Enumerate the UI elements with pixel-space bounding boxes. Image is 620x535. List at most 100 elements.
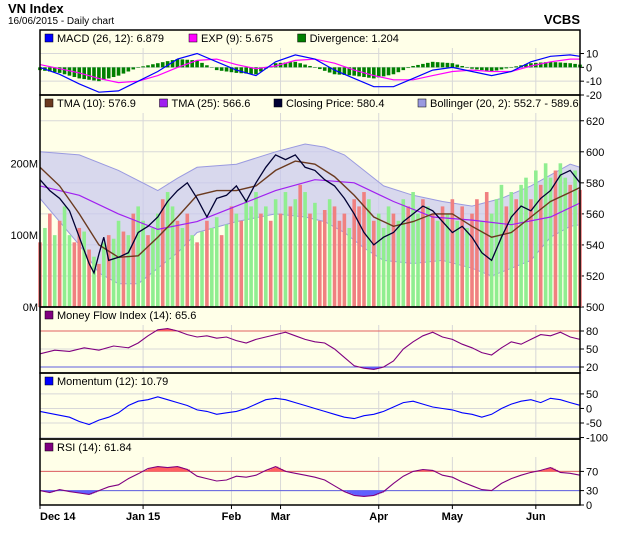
divergence-bar [568, 63, 572, 68]
volume-bar [529, 199, 533, 307]
divergence-bar [401, 67, 406, 71]
mfi-line [39, 328, 581, 370]
divergence-bar [151, 64, 155, 68]
ytick-label-momentum-3: -100 [586, 433, 608, 445]
rsi-oversold-fill [44, 490, 48, 492]
volume-bar [165, 192, 170, 307]
divergence-bar [48, 67, 52, 72]
rsi-oversold-fill [349, 490, 353, 494]
volume-bar [430, 213, 435, 307]
volume-bar [357, 206, 361, 307]
divergence-bar [318, 67, 322, 70]
rsi-overbought-fill [177, 466, 181, 472]
divergence-bar [224, 67, 229, 72]
rsi-oversold-fill [361, 490, 365, 497]
divergence-bar [97, 67, 101, 82]
volume-bar [568, 184, 572, 307]
legend-swatch-macd-2 [297, 33, 306, 43]
legend-label-macd-2: Divergence: 1.204 [310, 33, 399, 45]
divergence-bar [548, 61, 553, 68]
closing-price-line [39, 154, 581, 275]
volume-bar [308, 213, 312, 307]
divergence-bar [553, 62, 558, 68]
divergence-bar [386, 67, 391, 76]
mfi-overbought-fill [162, 329, 166, 331]
tma10-line [39, 160, 581, 259]
ytick-label-price-5: 520 [586, 271, 604, 283]
divergence-bar [52, 67, 57, 73]
xtick-label-2: Feb [222, 511, 242, 523]
volume-bar [141, 220, 145, 307]
rsi-overbought-fill [540, 470, 544, 472]
panel-bg-rsi [40, 439, 580, 505]
ytick-label-macd-2: -10 [586, 76, 602, 88]
volume-bar [318, 220, 322, 307]
rsi-oversold-fill [366, 490, 370, 497]
volume-bar [421, 199, 425, 307]
divergence-bar [313, 67, 317, 68]
ytick-label-mfi-0: 80 [586, 326, 598, 338]
divergence-bar [175, 59, 180, 68]
ytick-label-price-4: 540 [586, 240, 604, 252]
volume-bar [43, 227, 47, 307]
legend-swatch-price-2 [273, 98, 283, 108]
volume-bar [391, 213, 396, 307]
volume-bar [170, 206, 175, 307]
mfi-overbought-fill [167, 328, 171, 331]
rsi-oversold-fill [356, 490, 360, 496]
volume-bar [264, 206, 268, 307]
volume-bar [548, 177, 553, 307]
divergence-bar [195, 60, 199, 68]
divergence-bar [376, 67, 381, 78]
xtick-label-6: Jun [526, 511, 546, 523]
rsi-oversold-fill [74, 490, 78, 493]
divergence-bar [421, 63, 425, 68]
legend-swatch-price-3 [417, 98, 427, 108]
volume-bar [450, 199, 455, 307]
tma25-line [39, 179, 581, 231]
panel-bg-macd [40, 30, 580, 95]
volume-bar [504, 206, 509, 307]
divergence-bar [136, 67, 140, 68]
rsi-oversold-fill [364, 490, 367, 497]
divergence-bar [259, 67, 263, 72]
volume-bar [455, 220, 460, 307]
divergence-bar [332, 67, 337, 75]
divergence-bar [102, 67, 106, 80]
legend-swatch-momentum-0 [44, 376, 54, 386]
volume-bar [558, 163, 563, 307]
volume-bar [214, 217, 219, 307]
volume-bar [499, 184, 504, 307]
ytick-label-rsi-1: 30 [586, 486, 598, 498]
volume-bar [538, 184, 543, 307]
volume-tick-label-2: 0M [23, 302, 38, 314]
rsi-overbought-fill [545, 469, 549, 472]
mfi-oversold-fill [364, 367, 367, 369]
divergence-bar [214, 67, 219, 71]
volume-bar [386, 206, 391, 307]
rsi-overbought-fill [157, 466, 161, 472]
volume-bar [322, 210, 327, 307]
divergence-bar [303, 64, 307, 68]
rsi-oversold-fill [81, 490, 85, 494]
divergence-bar [288, 62, 293, 68]
divergence-bar [514, 66, 518, 68]
volume-bar [465, 227, 469, 307]
rsi-overbought-fill [420, 469, 424, 472]
rsi-overbought-fill [543, 469, 546, 472]
volume-tick-label-1: 100M [10, 230, 38, 242]
volume-bar [416, 213, 420, 307]
volume-bar [401, 199, 406, 307]
rsi-overbought-fill [425, 469, 429, 472]
divergence-bar [156, 63, 160, 68]
volume-bar [57, 220, 62, 307]
volume-bar [259, 213, 263, 307]
divergence-bar [327, 67, 332, 73]
volume-bar [514, 199, 518, 307]
volume-bar [97, 263, 101, 307]
ytick-label-rsi-2: 0 [586, 500, 592, 512]
divergence-bar [465, 67, 469, 68]
xtick-label-5: May [442, 511, 464, 523]
ytick-label-price-0: 620 [586, 116, 604, 128]
